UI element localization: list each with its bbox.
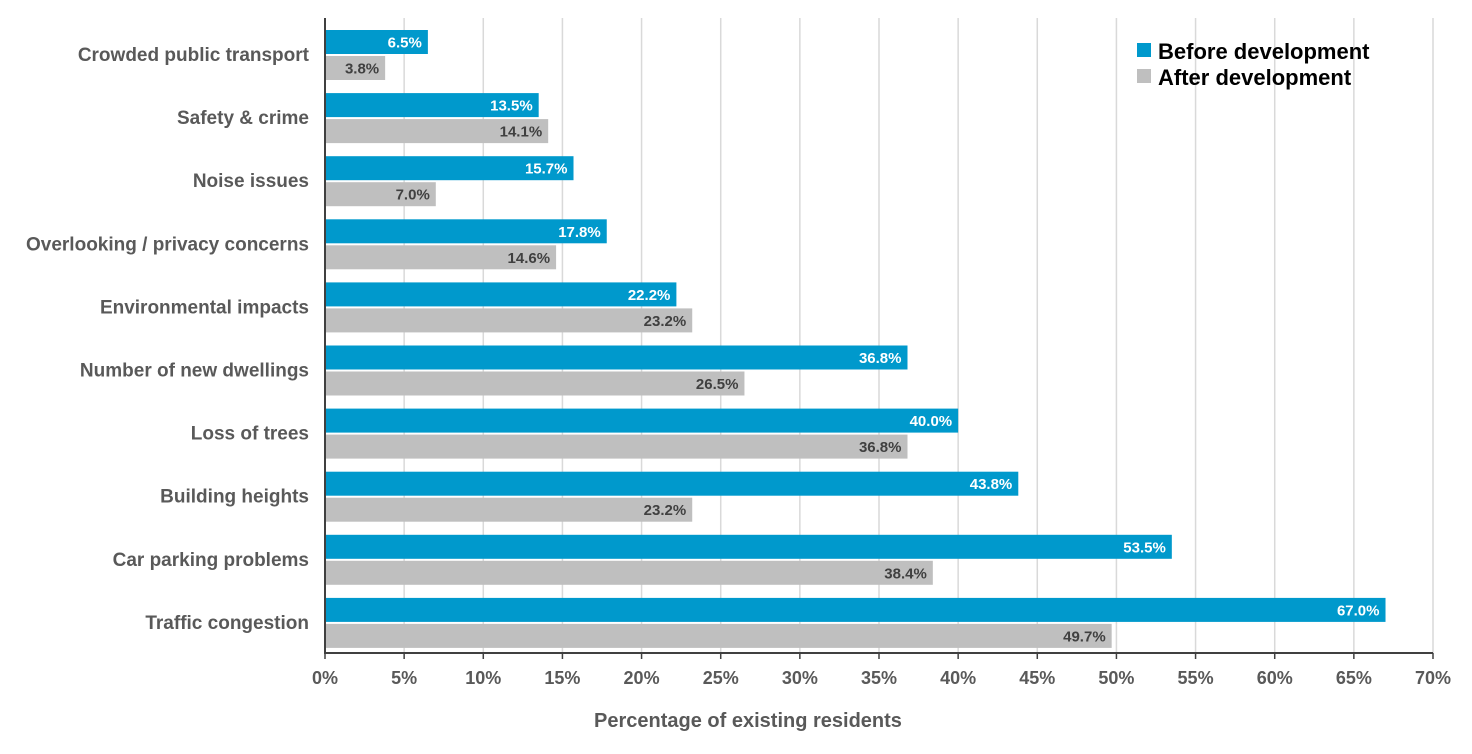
x-tick-label: 5% bbox=[391, 668, 417, 688]
legend-label-before: Before development bbox=[1158, 39, 1370, 64]
x-tick-label: 55% bbox=[1178, 668, 1214, 688]
data-label-before: 40.0% bbox=[910, 413, 953, 430]
legend-label-after: After development bbox=[1158, 65, 1352, 90]
data-label-after: 23.2% bbox=[644, 313, 687, 330]
x-axis-title: Percentage of existing residents bbox=[594, 710, 902, 732]
bar-before bbox=[325, 156, 574, 181]
bar-before bbox=[325, 534, 1172, 559]
bar-after bbox=[325, 497, 693, 522]
legend-swatch-before bbox=[1137, 43, 1151, 57]
category-label: Traffic congestion bbox=[145, 613, 309, 634]
x-tick-label: 15% bbox=[544, 668, 580, 688]
data-label-after: 26.5% bbox=[696, 376, 739, 393]
data-label-before: 67.0% bbox=[1337, 602, 1380, 619]
x-tick-label: 45% bbox=[1019, 668, 1055, 688]
x-tick-label: 10% bbox=[465, 668, 501, 688]
x-tick-label: 35% bbox=[861, 668, 897, 688]
bar-before bbox=[325, 219, 607, 244]
bar-after bbox=[325, 308, 693, 333]
x-tick-label: 40% bbox=[940, 668, 976, 688]
bar-after bbox=[325, 434, 908, 459]
category-label: Overlooking / privacy concerns bbox=[26, 234, 309, 255]
data-label-before: 15.7% bbox=[525, 161, 568, 178]
x-tick-label: 20% bbox=[624, 668, 660, 688]
bar-after bbox=[325, 560, 933, 585]
category-label: Car parking problems bbox=[113, 550, 309, 571]
data-label-before: 53.5% bbox=[1123, 539, 1166, 556]
category-label: Building heights bbox=[160, 487, 309, 508]
bar-after bbox=[325, 56, 386, 80]
data-label-after: 38.4% bbox=[884, 565, 927, 582]
category-labels: Crowded public transport Safety & crime No… bbox=[26, 45, 310, 634]
x-tick-label: 0% bbox=[312, 668, 338, 688]
category-label: Environmental impacts bbox=[100, 297, 309, 318]
x-tick-label: 50% bbox=[1098, 668, 1134, 688]
data-label-after: 36.8% bbox=[859, 439, 902, 456]
axes bbox=[324, 18, 1433, 654]
bar-before bbox=[325, 597, 1386, 622]
legend-swatch-after bbox=[1137, 69, 1151, 83]
legend: Before development After development bbox=[1137, 39, 1370, 90]
data-label-before: 6.5% bbox=[388, 35, 422, 52]
x-tick-label: 60% bbox=[1257, 668, 1293, 688]
category-label: Safety & crime bbox=[177, 108, 309, 129]
bar-before bbox=[325, 345, 908, 370]
bar-after bbox=[325, 182, 436, 207]
data-label-before: 17.8% bbox=[558, 224, 601, 241]
data-label-before: 36.8% bbox=[859, 350, 902, 367]
bar-after bbox=[325, 371, 745, 396]
bar-after bbox=[325, 119, 549, 144]
data-label-after: 23.2% bbox=[644, 502, 687, 519]
category-label: Number of new dwellings bbox=[80, 361, 309, 382]
data-label-before: 43.8% bbox=[970, 476, 1013, 493]
data-label-after: 14.6% bbox=[508, 250, 551, 267]
category-label: Crowded public transport bbox=[78, 45, 310, 66]
data-label-after: 3.8% bbox=[345, 61, 379, 78]
bar-before bbox=[325, 408, 959, 433]
x-tick-label: 70% bbox=[1415, 668, 1451, 688]
tick-labels: 0% 5% 10% 15% 20% 25% 30% 35% 40% 45% 50% 55% 60% 65%… bbox=[312, 668, 1451, 688]
data-label-after: 49.7% bbox=[1063, 628, 1106, 645]
x-tick-label: 25% bbox=[703, 668, 739, 688]
x-tick-label: 30% bbox=[782, 668, 818, 688]
bar-before bbox=[325, 282, 677, 307]
bar-before bbox=[325, 30, 428, 54]
data-label-before: 22.2% bbox=[628, 287, 671, 304]
data-label-before: 13.5% bbox=[490, 98, 533, 115]
bar-after bbox=[325, 245, 557, 270]
x-tick-label: 65% bbox=[1336, 668, 1372, 688]
category-label: Loss of trees bbox=[191, 424, 309, 445]
bar-before bbox=[325, 471, 1019, 496]
data-label-after: 7.0% bbox=[396, 187, 430, 204]
bars: 6.5% 3.8% 13.5% 14.1% 15.7% 7.0% 17.8% 14.6% 22.… bbox=[325, 30, 1386, 648]
bar-after bbox=[325, 623, 1112, 648]
bar-before bbox=[325, 93, 539, 118]
data-label-after: 14.1% bbox=[500, 124, 543, 141]
category-label: Noise issues bbox=[193, 171, 309, 192]
